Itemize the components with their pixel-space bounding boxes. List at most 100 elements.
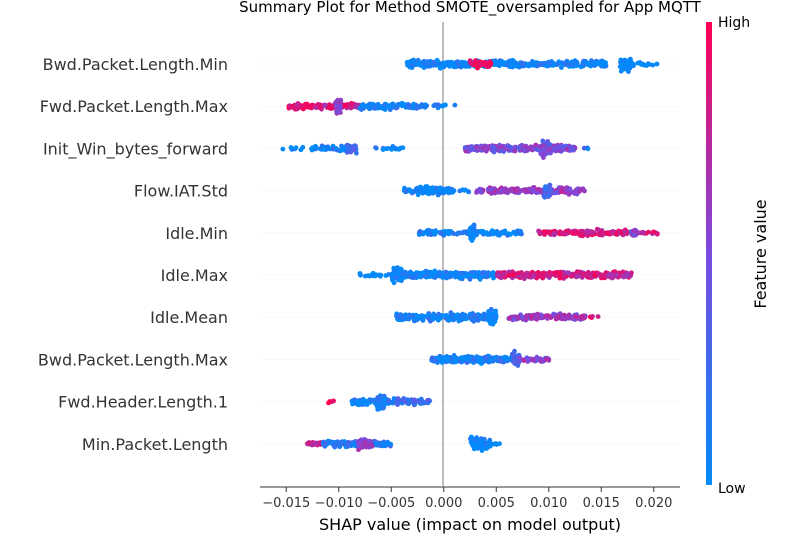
feature-label: Flow.IAT.Std xyxy=(134,182,228,201)
shap-point xyxy=(450,189,456,195)
shap-point xyxy=(551,62,557,68)
feature-label: Init_Win_bytes_forward xyxy=(43,139,228,159)
feature-guide-lines xyxy=(260,63,680,445)
shap-point xyxy=(467,276,473,282)
shap-point xyxy=(426,62,431,68)
shap-point xyxy=(507,144,513,150)
shap-point xyxy=(338,97,344,103)
x-tick-label: 0.005 xyxy=(478,496,515,511)
shap-point xyxy=(469,60,474,66)
shap-point xyxy=(537,188,543,194)
shap-point xyxy=(527,62,532,67)
shap-point xyxy=(621,58,627,64)
shap-point xyxy=(397,266,403,272)
shap-point xyxy=(458,314,463,320)
shap-point xyxy=(547,182,553,188)
shap-point xyxy=(470,235,476,241)
shap-point xyxy=(513,356,519,362)
shap-point xyxy=(556,314,561,319)
shap-point xyxy=(503,146,508,151)
shap-point xyxy=(449,312,454,318)
x-axis-ticks: −0.015 −0.010 −0.005 0.000 0.005 0.010 0.015 0.… xyxy=(262,487,672,511)
shap-point xyxy=(604,230,610,236)
shap-point xyxy=(474,144,479,150)
shap-point xyxy=(540,143,546,149)
shap-point xyxy=(473,58,478,63)
shap-point xyxy=(409,271,415,276)
shap-point xyxy=(536,228,541,234)
shap-point xyxy=(548,272,553,278)
shap-point xyxy=(538,358,544,364)
shap-point xyxy=(415,61,421,67)
shap-point xyxy=(573,314,579,320)
shap-point xyxy=(345,444,351,449)
shap-point xyxy=(564,270,570,276)
shap-point xyxy=(544,229,550,235)
shap-point xyxy=(404,314,410,320)
shap-point xyxy=(401,398,407,404)
shap-point xyxy=(654,61,660,67)
feature-label: Bwd.Packet.Length.Max xyxy=(38,350,228,369)
shap-point xyxy=(524,355,530,361)
shap-point xyxy=(447,317,452,323)
shap-point xyxy=(488,60,494,66)
shap-point xyxy=(356,447,361,453)
shap-point xyxy=(528,314,534,319)
shap-point xyxy=(405,62,411,68)
shap-point xyxy=(463,187,468,193)
shap-point xyxy=(557,275,563,281)
shap-point xyxy=(581,145,587,151)
shap-point xyxy=(346,440,352,445)
shap-point xyxy=(521,358,527,363)
shap-point xyxy=(517,355,523,360)
shap-point xyxy=(451,317,456,323)
shap-point xyxy=(623,63,629,69)
shap-point xyxy=(443,312,449,318)
shap-point xyxy=(500,61,506,66)
shap-point xyxy=(544,140,550,146)
shap-point xyxy=(490,270,496,276)
shap-point xyxy=(356,402,361,408)
shap-point xyxy=(396,314,402,319)
shap-point xyxy=(651,229,656,235)
shap-point xyxy=(516,359,522,365)
shap-point xyxy=(614,230,619,236)
shap-point xyxy=(493,230,499,236)
shap-point xyxy=(547,187,553,193)
shap-point xyxy=(354,150,359,156)
shap-point xyxy=(394,274,399,280)
shap-point xyxy=(574,269,580,274)
shap-point xyxy=(592,273,598,279)
shap-point xyxy=(321,147,326,152)
shap-point xyxy=(471,225,477,230)
shap-point xyxy=(417,229,423,234)
shap-point xyxy=(491,144,496,150)
shap-point xyxy=(572,191,577,196)
shap-point xyxy=(508,232,513,237)
shap-point xyxy=(449,271,455,277)
shap-point xyxy=(349,398,355,404)
shap-point xyxy=(534,354,540,360)
shap-point xyxy=(375,407,381,412)
shap-point xyxy=(547,60,553,66)
shap-point xyxy=(472,274,478,279)
shap-point xyxy=(437,64,443,70)
shap-point xyxy=(344,150,350,155)
shap-point xyxy=(306,104,312,110)
shap-point xyxy=(441,60,447,66)
shap-point xyxy=(443,188,449,194)
shap-point xyxy=(363,444,369,450)
shap-point xyxy=(475,65,480,71)
shap-points xyxy=(280,56,660,453)
shap-point xyxy=(362,273,368,279)
shap-point xyxy=(654,231,660,237)
feature-labels: Bwd.Packet.Length.Min Fwd.Packet.Length.M… xyxy=(38,55,228,454)
x-tick-label: 0.020 xyxy=(635,496,672,511)
x-tick-label: −0.005 xyxy=(367,496,415,511)
shap-point xyxy=(635,230,641,236)
shap-point xyxy=(400,145,406,151)
shap-point xyxy=(559,65,564,70)
shap-point xyxy=(453,359,459,365)
shap-point xyxy=(452,64,458,70)
shap-point xyxy=(584,272,590,278)
